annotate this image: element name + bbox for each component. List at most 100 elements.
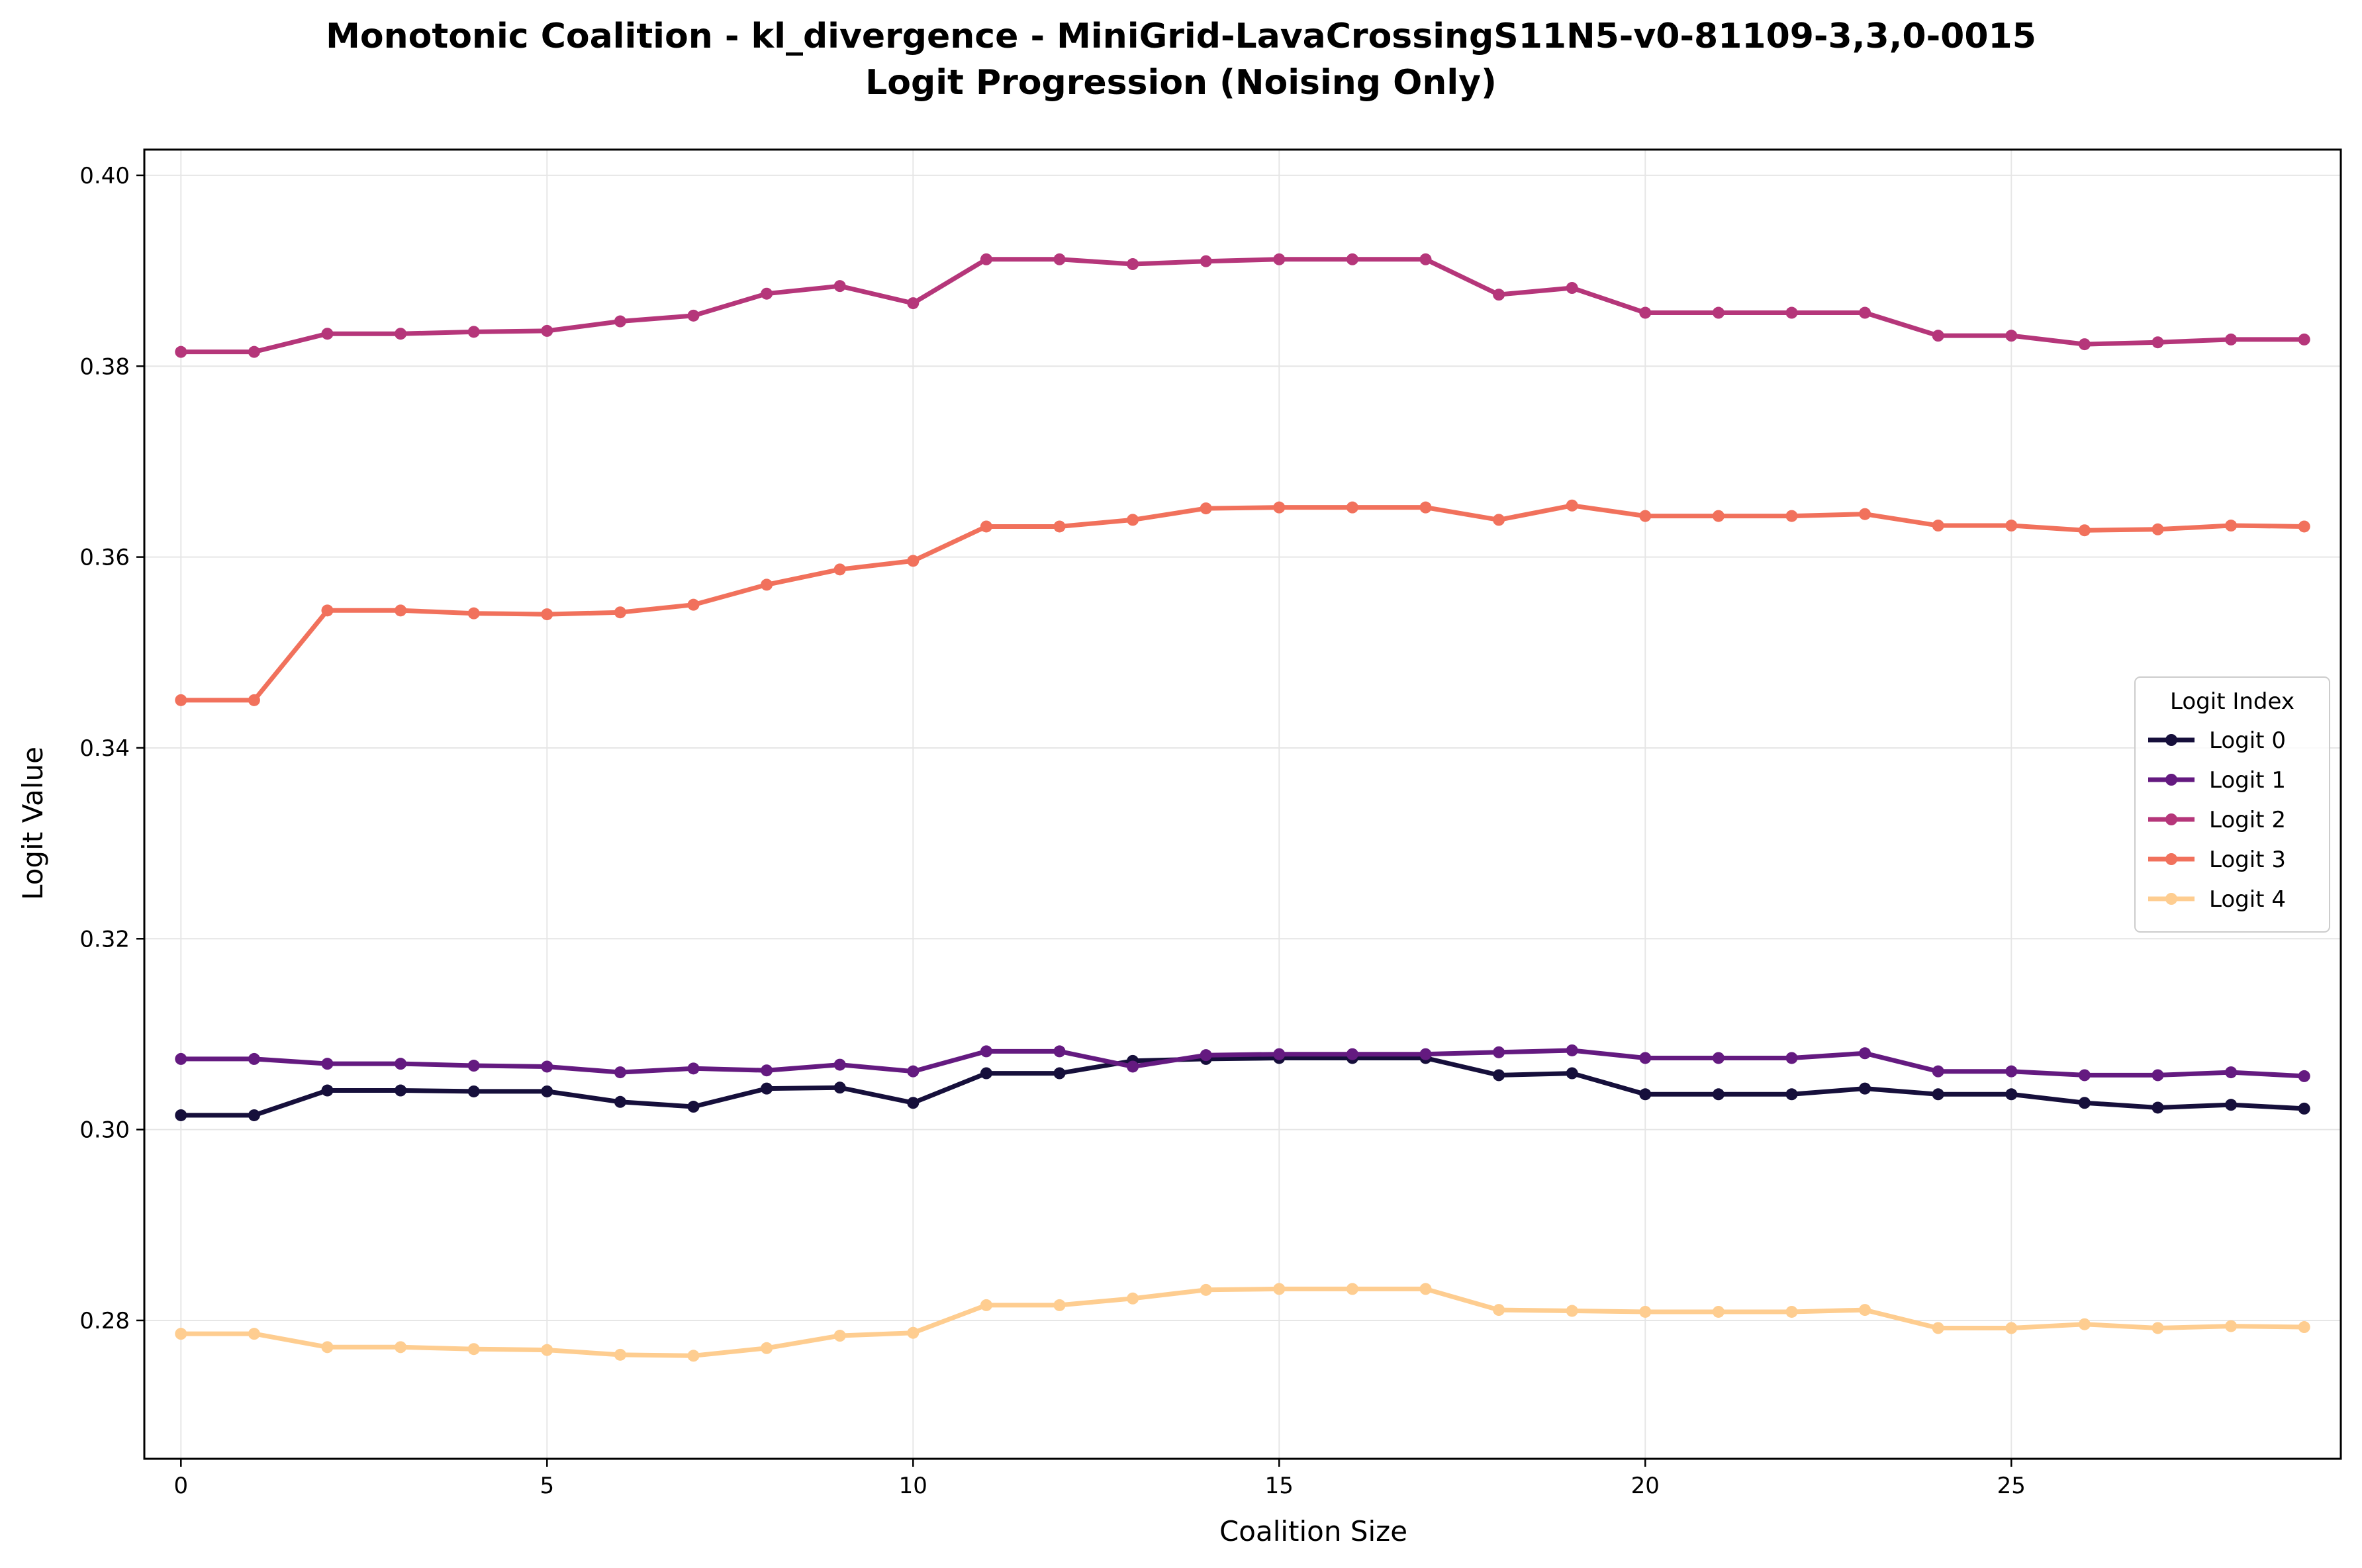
- data-point: [980, 253, 992, 265]
- data-point: [833, 563, 846, 576]
- data-point: [907, 1065, 920, 1078]
- data-point: [467, 326, 480, 338]
- data-point: [1053, 1045, 1066, 1058]
- data-point: [614, 1095, 626, 1108]
- data-point: [1493, 514, 1505, 526]
- data-point: [1419, 1048, 1432, 1060]
- data-point: [1053, 520, 1066, 533]
- data-point: [1200, 255, 1212, 267]
- data-point: [833, 1082, 846, 1094]
- data-point: [1639, 1305, 1652, 1318]
- data-point: [907, 1097, 920, 1109]
- data-point: [2078, 1069, 2091, 1082]
- data-point: [1566, 1067, 1578, 1080]
- grid-lines: [144, 150, 2341, 1459]
- data-point: [1932, 1088, 1944, 1101]
- data-point: [687, 598, 700, 611]
- data-point: [1127, 1060, 1139, 1073]
- data-point: [467, 1085, 480, 1097]
- data-point: [1127, 1292, 1139, 1305]
- data-point: [1493, 289, 1505, 301]
- data-point: [1200, 502, 1212, 515]
- data-point: [1273, 253, 1286, 265]
- data-point: [761, 1082, 773, 1095]
- data-point: [1273, 501, 1286, 514]
- data-point: [2225, 1320, 2238, 1332]
- x-axis-label: Coalition Size: [1219, 1515, 1407, 1547]
- legend-entry-3: Logit 3: [2148, 847, 2286, 873]
- data-point: [321, 604, 334, 617]
- data-point: [2151, 1322, 2164, 1334]
- x-tick-label: 15: [1265, 1473, 1294, 1499]
- data-point: [907, 555, 920, 567]
- legend-label: Logit 2: [2209, 807, 2286, 833]
- data-point: [2225, 520, 2238, 532]
- y-tick-label: 0.34: [79, 735, 130, 762]
- legend-swatch-marker: [2165, 893, 2177, 905]
- series-line-4: [178, 1286, 2307, 1358]
- x-tick-label: 5: [540, 1473, 554, 1499]
- data-point: [687, 1101, 700, 1113]
- series-3: [175, 499, 2310, 706]
- data-point: [2225, 333, 2238, 346]
- legend-label: Logit 4: [2209, 886, 2286, 913]
- data-point: [761, 1064, 773, 1077]
- data-point: [175, 1328, 187, 1340]
- data-point: [395, 1341, 407, 1354]
- data-point: [2298, 1102, 2310, 1115]
- legend-label: Logit 3: [2209, 847, 2286, 873]
- x-tick-label: 0: [173, 1473, 188, 1499]
- series-2: [175, 253, 2310, 358]
- data-point: [248, 1052, 260, 1065]
- data-point: [321, 1084, 334, 1097]
- x-tick-label: 10: [899, 1473, 927, 1499]
- data-point: [2151, 1069, 2164, 1082]
- data-point: [1785, 510, 1798, 522]
- series-line-1: [178, 1048, 2307, 1079]
- data-point: [1200, 1049, 1212, 1062]
- plot-frame: [143, 148, 2342, 1460]
- data-point: [2151, 1101, 2164, 1114]
- data-point: [980, 1067, 992, 1080]
- data-point: [1053, 253, 1066, 265]
- data-point: [2005, 1322, 2018, 1334]
- data-point: [1419, 253, 1432, 265]
- data-point: [541, 1060, 553, 1073]
- data-point: [541, 324, 553, 337]
- legend-entry-2: Logit 2: [2148, 807, 2286, 833]
- data-point: [541, 1085, 553, 1097]
- data-point: [1859, 306, 1871, 319]
- data-point: [1712, 1305, 1724, 1318]
- chart-subtitle: Logit Progression (Noising Only): [865, 63, 1497, 103]
- data-point: [2298, 520, 2310, 533]
- data-point: [833, 1058, 846, 1071]
- data-point: [614, 606, 626, 619]
- x-tick-label: 20: [1631, 1473, 1660, 1499]
- y-tick-label: 0.36: [79, 545, 130, 571]
- data-point: [2078, 1097, 2091, 1109]
- legend-swatch-marker: [2165, 774, 2177, 786]
- data-point: [1712, 1052, 1724, 1064]
- legend-swatch-marker: [2165, 853, 2177, 865]
- y-tick-label: 0.38: [79, 353, 130, 380]
- y-tick-label: 0.30: [79, 1117, 130, 1144]
- data-point: [1932, 1065, 1944, 1078]
- data-point: [1346, 253, 1358, 265]
- data-point: [1493, 1046, 1505, 1058]
- data-point: [1566, 282, 1578, 295]
- legend-label: Logit 0: [2209, 727, 2286, 754]
- data-point: [1566, 499, 1578, 512]
- data-point: [1712, 510, 1724, 522]
- data-point: [980, 1045, 992, 1058]
- data-point: [175, 694, 187, 706]
- legend-swatch-marker: [2165, 734, 2177, 746]
- data-point: [1493, 1069, 1505, 1082]
- data-point: [1639, 510, 1652, 522]
- legend-entry-4: Logit 4: [2148, 886, 2286, 913]
- y-axis-label: Logit Value: [17, 747, 49, 900]
- data-point: [980, 520, 992, 533]
- data-point: [1859, 1082, 1871, 1095]
- data-point: [1859, 1047, 1871, 1060]
- series-line-0: [178, 1056, 2307, 1118]
